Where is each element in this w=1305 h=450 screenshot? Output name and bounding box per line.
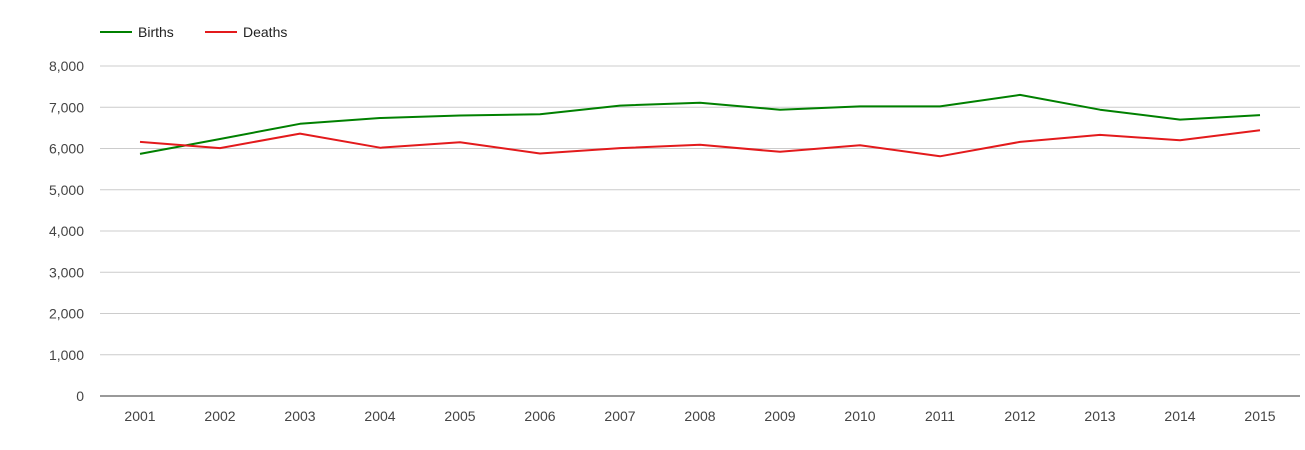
x-axis-tick-labels: 2001 2002 2003 2004 2005 2006 2007 2008 2009 2010…: [124, 408, 1275, 424]
y-tick-label: 4,000: [49, 223, 84, 239]
x-tick-label: 2013: [1084, 408, 1115, 424]
series-lines: [139, 93, 1261, 158]
x-tick-label: 2011: [925, 408, 955, 424]
legend-label-births: Births: [138, 24, 174, 40]
x-tick-label: 2004: [364, 408, 395, 424]
x-tick-label: 2002: [204, 408, 235, 424]
y-tick-label: 2,000: [49, 306, 84, 322]
y-tick-label: 8,000: [49, 58, 84, 74]
y-gridlines: [100, 65, 1300, 356]
y-tick-label: 6,000: [49, 141, 84, 157]
x-tick-label: 2008: [684, 408, 715, 424]
x-tick-label: 2007: [604, 408, 635, 424]
series-line-births: [139, 93, 1261, 155]
y-tick-label: 1,000: [49, 347, 84, 363]
y-tick-label: 5,000: [49, 182, 84, 198]
x-tick-label: 2012: [1004, 408, 1035, 424]
x-tick-label: 2010: [844, 408, 875, 424]
x-tick-label: 2015: [1244, 408, 1275, 424]
series-line-deaths: [139, 129, 1261, 158]
x-tick-label: 2014: [1164, 408, 1195, 424]
x-tick-label: 2009: [764, 408, 795, 424]
chart-legend: Births Deaths: [100, 24, 287, 40]
x-tick-label: 2001: [124, 408, 155, 424]
x-tick-label: 2003: [284, 408, 315, 424]
x-tick-label: 2005: [444, 408, 475, 424]
y-tick-label: 0: [76, 388, 84, 404]
legend-label-deaths: Deaths: [243, 24, 287, 40]
y-tick-label: 7,000: [49, 99, 84, 115]
y-tick-label: 3,000: [49, 264, 84, 280]
x-tick-label: 2006: [524, 408, 555, 424]
y-axis-tick-labels: 0 1,000 2,000 3,000 4,000 5,000 6,000 7,000 8,00…: [49, 58, 84, 404]
